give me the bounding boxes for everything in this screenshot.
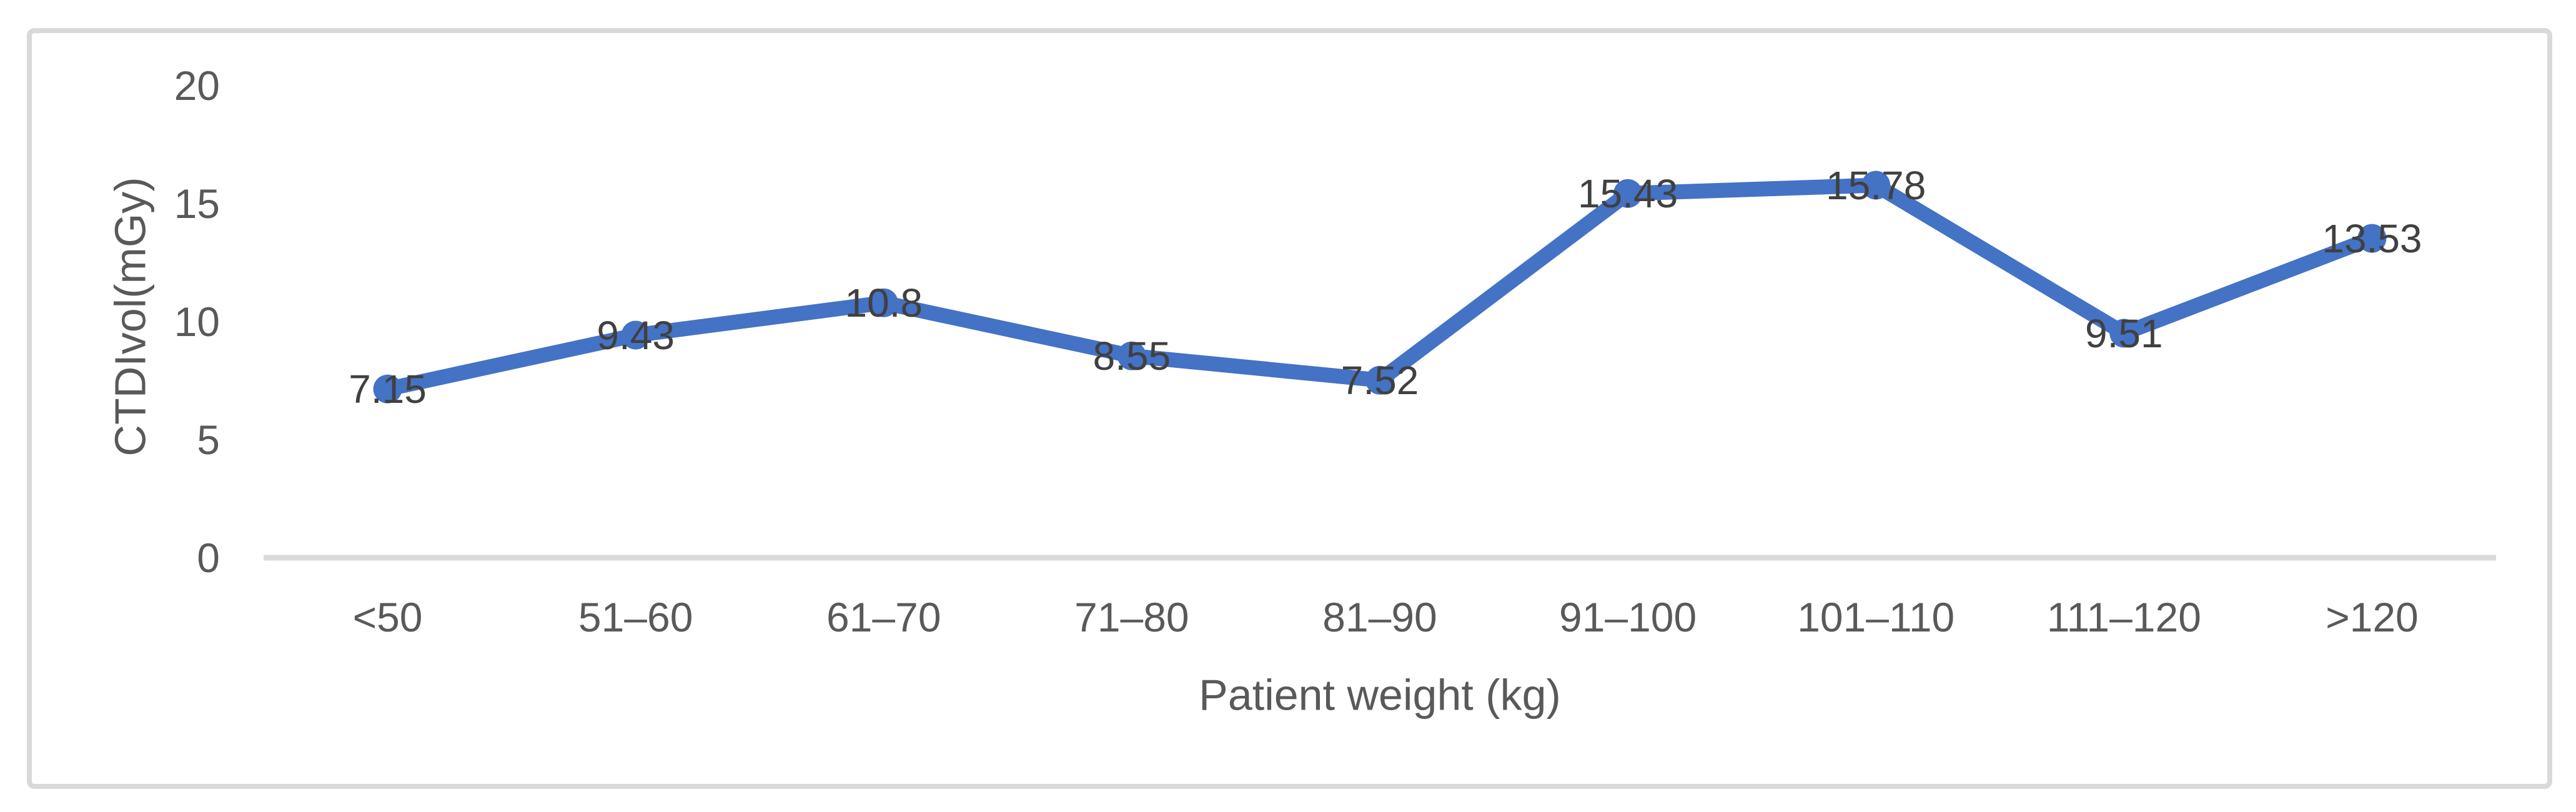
data-point-marker [621,320,650,350]
x-category-label: >120 [2326,594,2419,640]
x-category-label: 71–80 [1074,594,1189,640]
data-point-marker [1613,179,1643,208]
x-axis-baseline [264,555,2496,561]
data-point-marker [1861,171,1891,200]
x-category-label: 101–110 [1797,594,1954,640]
chart-frame-border [27,28,2552,789]
data-point-label: 9.51 [2085,311,2163,356]
x-axis-category-labels: <50 51–60 61–70 71–80 81–90 91–100 101–110 111–… [353,594,2419,640]
data-point-marker [869,288,898,317]
y-tick-label: 10 [174,299,220,345]
y-tick-label: 20 [174,62,220,109]
y-tick-label: 0 [197,535,220,581]
data-point-marker [2357,224,2387,253]
data-point-marker [2109,319,2139,348]
x-category-label: <50 [353,594,423,640]
data-point-label: 13.53 [2322,216,2422,261]
x-axis-title: Patient weight (kg) [1199,671,1561,720]
data-point-label: 7.52 [1341,358,1419,403]
y-tick-label: 15 [174,181,220,227]
data-point-labels: 7.15 9.43 10.8 8.55 7.52 15.43 15.78 9.51 13.53 [349,163,2422,412]
data-point-label: 8.55 [1093,334,1171,379]
y-axis-tick-labels: 0 5 10 15 20 [174,62,220,581]
x-category-label: 61–70 [826,594,941,640]
data-point-marker [1365,365,1394,395]
x-category-label: 111–120 [2047,594,2201,640]
data-point-marker [373,374,402,404]
x-axis-line [264,555,2496,561]
x-category-label: 51–60 [578,594,693,640]
y-tick-label: 5 [197,417,220,463]
data-series [373,171,2387,404]
data-point-label: 10.8 [845,280,923,325]
data-point-label: 15.43 [1578,171,1678,216]
data-point-marker [1117,341,1146,370]
y-axis-title: CTDIvol(mGy) [106,177,155,456]
data-point-label: 9.43 [597,313,675,358]
data-point-label: 15.78 [1826,163,1926,208]
data-point-label: 7.15 [349,367,427,412]
x-category-label: 91–100 [1559,594,1697,640]
x-category-label: 81–90 [1322,594,1437,640]
